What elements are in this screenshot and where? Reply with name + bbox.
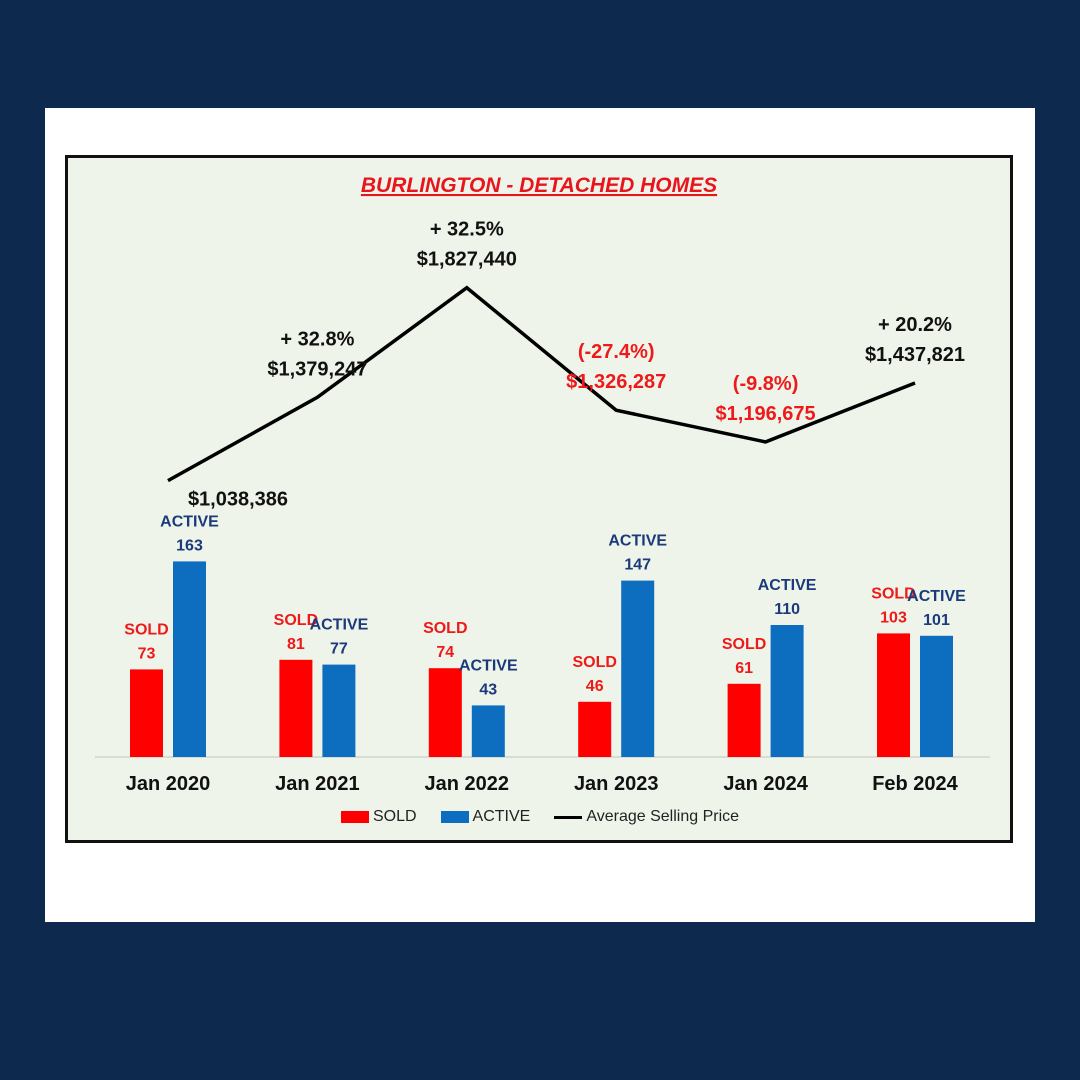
price-line-group (167, 285, 916, 483)
sold-caption: SOLD (572, 654, 616, 671)
active-value-label: 77 (330, 641, 348, 658)
x-tick-label: Jan 2020 (126, 773, 211, 795)
active-value-label: 163 (176, 537, 203, 554)
x-tick-label: Jan 2023 (574, 773, 659, 795)
change-label: + 32.8% (280, 328, 354, 350)
active-value-label: 101 (923, 612, 950, 629)
active-caption: ACTIVE (459, 657, 518, 674)
bar-sold (130, 669, 163, 757)
legend-label-active: ACTIVE (472, 808, 531, 825)
legend-label-sold: SOLD (372, 808, 417, 825)
bar-active (621, 580, 655, 757)
bar-active (471, 705, 505, 757)
legend-swatch-sold (340, 811, 369, 823)
sold-value-label: 81 (287, 636, 305, 653)
active-value-label: 110 (774, 601, 800, 618)
bar-sold (578, 701, 612, 757)
sold-value-label: 103 (880, 609, 907, 626)
price-label: $1,038,386 (188, 489, 288, 511)
bar-active (173, 561, 206, 757)
plot-frame (65, 155, 1013, 843)
x-tick-label: Jan 2024 (723, 773, 808, 795)
legend-item-price: Average Selling Price (554, 808, 739, 826)
change-label: + 20.2% (878, 314, 952, 336)
active-caption: ACTIVE (160, 513, 219, 530)
bar-sold (727, 683, 761, 757)
active-caption: ACTIVE (310, 617, 369, 634)
x-tick-label: Jan 2021 (275, 773, 360, 795)
price-label: $1,196,675 (716, 403, 816, 425)
sold-value-label: 74 (436, 644, 454, 661)
bar-active (322, 664, 356, 757)
legend-item-sold: SOLD (340, 808, 417, 826)
price-line (167, 285, 916, 483)
sold-caption: SOLD (722, 636, 766, 653)
change-label: (-27.4%) (578, 341, 655, 363)
price-label: $1,326,287 (566, 371, 666, 393)
chart-title: BURLINGTON - DETACHED HOMES (361, 174, 717, 197)
active-value-label: 43 (479, 681, 497, 698)
legend: SOLD ACTIVE Average Selling Price (0, 808, 1080, 826)
x-tick-label: Jan 2022 (425, 773, 510, 795)
sold-value-label: 61 (735, 660, 753, 677)
bar-active (770, 625, 804, 757)
sold-caption: SOLD (274, 612, 318, 629)
bar-sold (877, 633, 910, 757)
change-label: + 32.5% (430, 219, 504, 241)
active-caption: ACTIVE (758, 577, 817, 594)
active-value-label: 147 (624, 557, 651, 574)
labels-group: Jan 2020 SOLD 73 ACTIVE 163 Jan 2021 SOLD 81 ACT… (124, 219, 966, 795)
bar-sold (428, 668, 462, 757)
price-label: $1,437,821 (865, 344, 965, 366)
legend-swatch-active (440, 811, 469, 823)
legend-item-active: ACTIVE (440, 808, 531, 826)
sold-caption: SOLD (423, 620, 467, 637)
x-tick-label: Feb 2024 (872, 773, 958, 795)
bar-active (920, 635, 953, 757)
bar-sold (279, 659, 313, 757)
active-caption: ACTIVE (608, 533, 667, 550)
legend-label-price: Average Selling Price (586, 808, 740, 825)
sold-caption: SOLD (124, 621, 168, 638)
price-label: $1,379,247 (267, 358, 367, 380)
sold-value-label: 73 (138, 645, 156, 662)
change-label: (-9.8%) (733, 373, 799, 395)
active-caption: ACTIVE (907, 588, 966, 605)
price-label: $1,827,440 (417, 249, 517, 271)
sold-caption: SOLD (871, 585, 915, 602)
legend-swatch-price (554, 815, 583, 819)
sold-value-label: 46 (586, 678, 604, 695)
bars-group (130, 561, 953, 757)
